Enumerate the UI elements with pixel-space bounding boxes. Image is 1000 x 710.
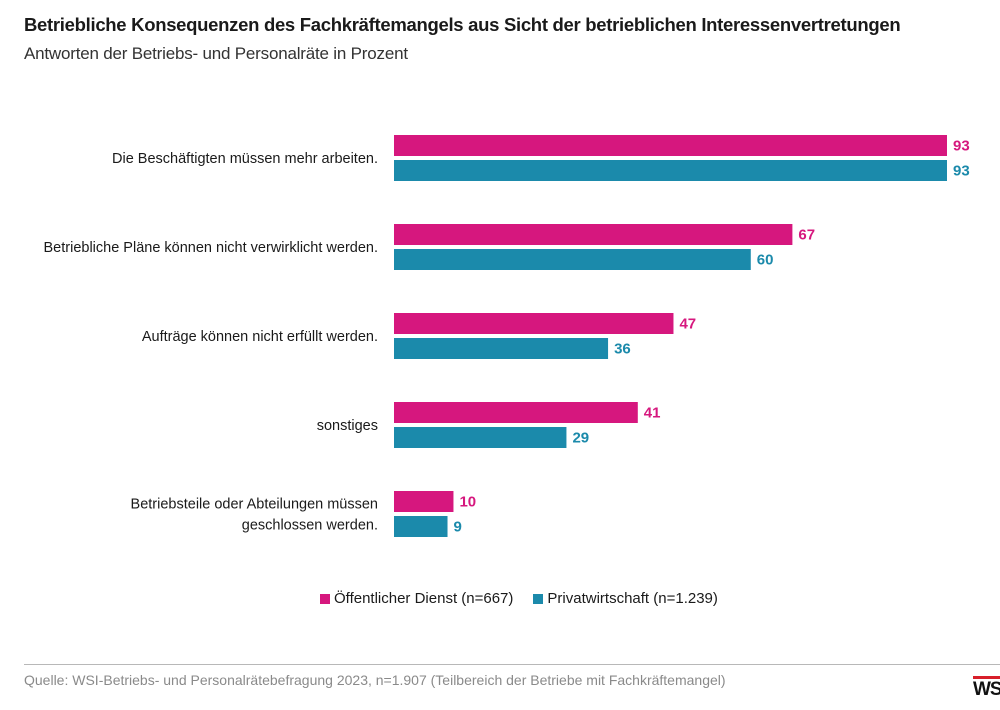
category-label: Betriebliche Pläne können nicht verwirkl… xyxy=(44,240,378,256)
legend-item-oeffentlich: Öffentlicher Dienst (n=667) xyxy=(320,590,513,607)
bar-privat xyxy=(394,249,751,270)
legend-swatch-oeffentlich xyxy=(320,593,330,604)
data-label: 67 xyxy=(798,227,815,244)
data-label: 47 xyxy=(679,316,696,333)
bar-oeffentlich xyxy=(394,491,454,512)
chart-subtitle: Antworten der Betriebs- und Personalräte… xyxy=(24,44,408,63)
category-label: Die Beschäftigten müssen mehr arbeiten. xyxy=(112,151,378,167)
bar-privat xyxy=(394,427,567,448)
data-label: 41 xyxy=(644,405,661,422)
bar-chart: Die Beschäftigten müssen mehr arbeiten. 9… xyxy=(44,135,970,537)
category-label: sonstiges xyxy=(317,418,378,434)
data-label: 9 xyxy=(454,519,462,536)
legend-item-privat: Privatwirtschaft (n=1.239) xyxy=(533,590,718,607)
bar-oeffentlich xyxy=(394,135,947,156)
bar-oeffentlich xyxy=(394,313,674,334)
data-label: 29 xyxy=(572,430,589,447)
data-label: 93 xyxy=(953,163,970,180)
category-label: Aufträge können nicht erfüllt werden. xyxy=(142,329,378,345)
category-label: Betriebsteile oder Abteilungen müssen ges… xyxy=(131,497,378,534)
wsi-logo: WSI xyxy=(973,676,1000,703)
data-label: 10 xyxy=(459,494,476,511)
bar-privat xyxy=(394,516,448,537)
data-label: 60 xyxy=(757,252,774,269)
wsi-logo-text: WSI xyxy=(973,676,1000,700)
data-label: 36 xyxy=(614,341,631,358)
source-note: Quelle: WSI-Betriebs- und Personalrätebe… xyxy=(24,672,726,688)
data-label: 93 xyxy=(953,138,970,155)
legend-label-oeffentlich: Öffentlicher Dienst (n=667) xyxy=(334,590,514,607)
bar-privat xyxy=(394,160,947,181)
bar-privat xyxy=(394,338,609,359)
bar-oeffentlich xyxy=(394,402,638,423)
chart-title: Betriebliche Konsequenzen des Fachkräfte… xyxy=(24,14,901,35)
bar-oeffentlich xyxy=(394,224,793,245)
legend-label-privat: Privatwirtschaft (n=1.239) xyxy=(547,590,718,607)
footer-divider xyxy=(24,664,1000,665)
legend: Öffentlicher Dienst (n=667) Privatwirtsc… xyxy=(320,590,718,607)
legend-swatch-privat xyxy=(533,593,544,604)
